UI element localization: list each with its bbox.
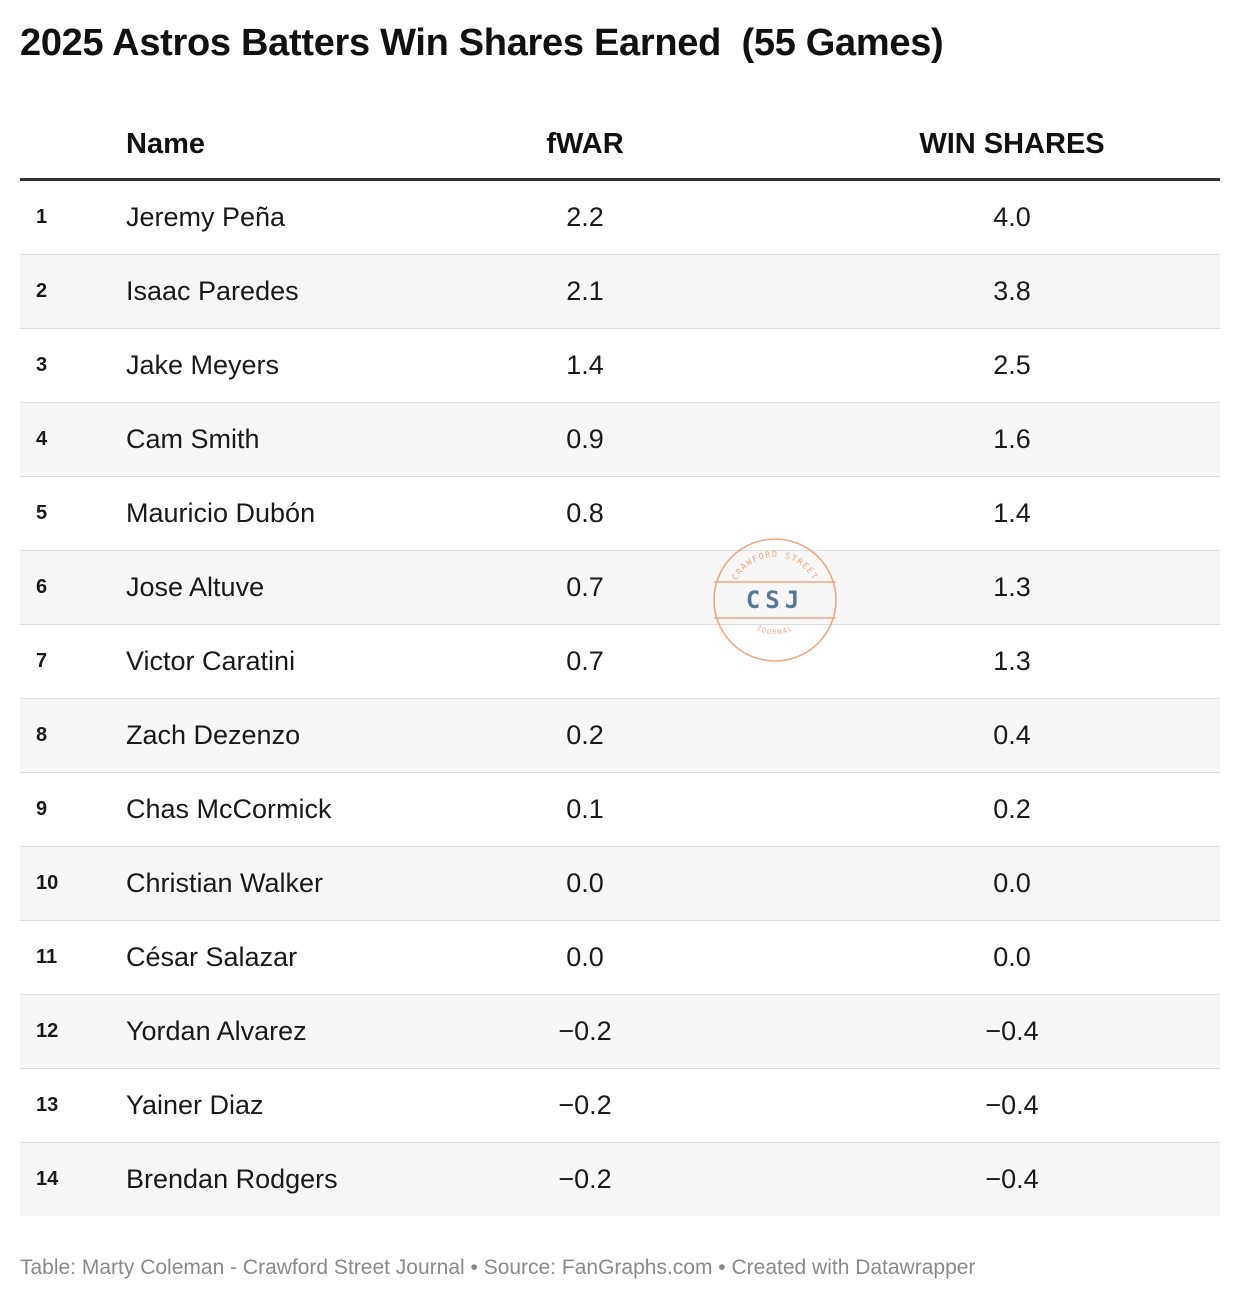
win-shares-cell: −0.4: [985, 1090, 1039, 1120]
player-name-cell: Zach Dezenzo: [126, 720, 301, 750]
win-shares-cell: 1.3: [993, 646, 1031, 676]
rank-cell: 3: [36, 354, 48, 376]
rank-cell: 8: [36, 724, 48, 746]
column-header-fwar[interactable]: fWAR: [546, 128, 624, 160]
win-shares-cell: −0.4: [985, 1016, 1039, 1046]
rank-cell: 6: [36, 576, 48, 598]
rank-cell: 14: [36, 1168, 59, 1190]
player-name-cell: Mauricio Dubón: [126, 498, 316, 528]
fwar-cell: 0.2: [566, 720, 604, 750]
table-row: 7 Victor Caratini 0.7 1.3: [20, 625, 1220, 699]
win-shares-cell: 4.0: [993, 202, 1031, 232]
table-row: 10 Christian Walker 0.0 0.0: [20, 847, 1220, 921]
player-name-cell: Chas McCormick: [126, 794, 332, 824]
table-row: 9 Chas McCormick 0.1 0.2: [20, 773, 1220, 847]
fwar-cell: 2.2: [566, 202, 604, 232]
watermark-outer-ring: [713, 538, 837, 662]
source-footer: Table: Marty Coleman - Crawford Street J…: [20, 1256, 976, 1279]
table-row: 12 Yordan Alvarez −0.2 −0.4: [20, 995, 1220, 1069]
rank-cell: 4: [36, 428, 48, 450]
table-row: 1 Jeremy Peña 2.2 4.0: [20, 181, 1220, 255]
table-row: 3 Jake Meyers 1.4 2.5: [20, 329, 1220, 403]
table-body: 1 Jeremy Peña 2.2 4.0 2 Isaac Paredes 2.1 3.8 3 J…: [20, 181, 1220, 1216]
table-header: Name fWAR WIN SHARES: [20, 108, 1220, 181]
table-row: 6 Jose Altuve 0.7 1.3: [20, 551, 1220, 625]
rank-cell: 1: [36, 206, 48, 228]
win-shares-cell: 1.4: [993, 498, 1031, 528]
player-name-cell: Jake Meyers: [126, 350, 280, 380]
player-name-cell: Jose Altuve: [126, 572, 265, 602]
table-row: 14 Brendan Rodgers −0.2 −0.4: [20, 1143, 1220, 1216]
win-shares-cell: 0.4: [993, 720, 1031, 750]
csj-watermark-logo: CRAWFORD STREET CSJ JOURNAL: [713, 538, 837, 662]
table-row: 8 Zach Dezenzo 0.2 0.4: [20, 699, 1220, 773]
fwar-cell: 0.0: [566, 868, 604, 898]
watermark-top-text: CRAWFORD STREET: [730, 550, 819, 582]
win-shares-cell: 1.6: [993, 424, 1031, 454]
rank-cell: 11: [36, 946, 58, 968]
watermark-bottom-text: JOURNAL: [755, 624, 795, 637]
player-name-cell: Victor Caratini: [126, 646, 296, 676]
fwar-cell: 0.9: [566, 424, 604, 454]
win-shares-cell: 0.0: [993, 942, 1031, 972]
rank-cell: 5: [36, 502, 48, 524]
win-shares-cell: −0.4: [985, 1164, 1039, 1194]
fwar-cell: −0.2: [558, 1016, 612, 1046]
table-row: 11 César Salazar 0.0 0.0: [20, 921, 1220, 995]
fwar-cell: 0.8: [566, 498, 604, 528]
table-row: 13 Yainer Diaz −0.2 −0.4: [20, 1069, 1220, 1143]
player-name-cell: Brendan Rodgers: [126, 1164, 338, 1194]
rank-cell: 2: [36, 280, 48, 302]
player-name-cell: Jeremy Peña: [126, 202, 286, 232]
win-shares-cell: 0.2: [993, 794, 1031, 824]
player-name-cell: César Salazar: [126, 942, 298, 972]
fwar-cell: 2.1: [566, 276, 604, 306]
rank-cell: 13: [36, 1094, 59, 1116]
rank-cell: 9: [36, 798, 48, 820]
win-shares-cell: 3.8: [993, 276, 1031, 306]
fwar-cell: −0.2: [558, 1090, 612, 1120]
fwar-cell: 0.0: [566, 942, 604, 972]
table-row: 2 Isaac Paredes 2.1 3.8: [20, 255, 1220, 329]
player-name-cell: Christian Walker: [126, 868, 324, 898]
fwar-cell: 0.1: [566, 794, 604, 824]
fwar-cell: 0.7: [566, 646, 604, 676]
table-row: 4 Cam Smith 0.9 1.6: [20, 403, 1220, 477]
win-shares-cell: 0.0: [993, 868, 1031, 898]
fwar-cell: 1.4: [566, 350, 604, 380]
player-name-cell: Isaac Paredes: [126, 276, 299, 306]
player-name-cell: Yordan Alvarez: [126, 1016, 307, 1046]
rank-cell: 12: [36, 1020, 59, 1042]
fwar-cell: −0.2: [558, 1164, 612, 1194]
player-name-cell: Yainer Diaz: [126, 1090, 264, 1120]
column-header-name[interactable]: Name: [126, 128, 205, 160]
player-name-cell: Cam Smith: [126, 424, 260, 454]
table-row: 5 Mauricio Dubón 0.8 1.4: [20, 477, 1220, 551]
win-shares-cell: 2.5: [993, 350, 1031, 380]
win-shares-cell: 1.3: [993, 572, 1031, 602]
chart-title: 2025 Astros Batters Win Shares Earned (5…: [20, 22, 944, 64]
win-shares-table: Name fWAR WIN SHARES 1 Jeremy Peña 2.2 4.0 2…: [20, 108, 1220, 1216]
watermark-center-text: CSJ: [746, 586, 804, 614]
rank-cell: 10: [36, 872, 59, 894]
rank-cell: 7: [36, 650, 48, 672]
column-header-win-shares[interactable]: WIN SHARES: [919, 128, 1105, 160]
fwar-cell: 0.7: [566, 572, 604, 602]
